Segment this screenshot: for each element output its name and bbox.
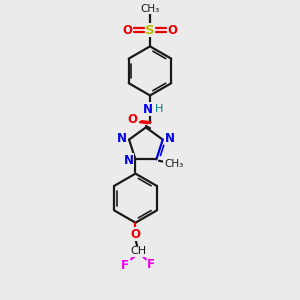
Text: F: F: [147, 258, 155, 271]
Text: O: O: [168, 23, 178, 37]
Text: O: O: [130, 228, 140, 241]
Text: N: N: [143, 103, 153, 116]
Text: N: N: [117, 132, 127, 145]
Text: N: N: [165, 132, 175, 145]
Text: S: S: [145, 23, 155, 37]
Text: N: N: [124, 154, 134, 167]
Text: O: O: [127, 113, 137, 126]
Text: F: F: [121, 259, 129, 272]
Text: CH: CH: [130, 246, 146, 256]
Text: O: O: [122, 23, 132, 37]
Text: CH₃: CH₃: [164, 158, 183, 169]
Text: H: H: [154, 104, 163, 114]
Text: CH₃: CH₃: [140, 4, 160, 14]
